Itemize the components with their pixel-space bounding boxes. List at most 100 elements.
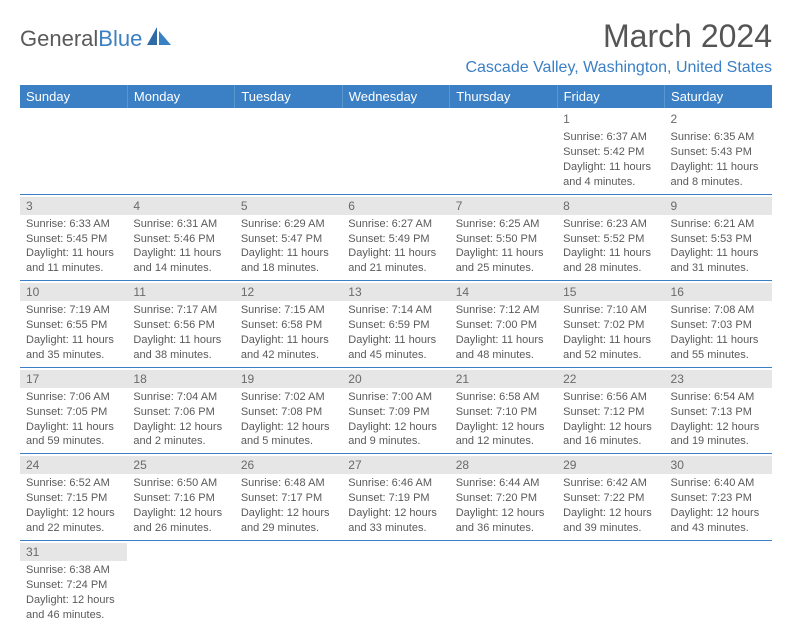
daylight-text: Daylight: 12 hours and 26 minutes. [133, 506, 228, 536]
sunset-text: Sunset: 7:12 PM [563, 405, 658, 420]
sunset-text: Sunset: 7:08 PM [241, 405, 336, 420]
sunset-text: Sunset: 7:23 PM [671, 491, 766, 506]
calendar-day-cell: 6Sunrise: 6:27 AMSunset: 5:49 PMDaylight… [342, 194, 449, 281]
header: GeneralBlue March 2024 Cascade Valley, W… [20, 18, 772, 83]
calendar-day-cell: 23Sunrise: 6:54 AMSunset: 7:13 PMDayligh… [665, 367, 772, 454]
sunset-text: Sunset: 7:10 PM [456, 405, 551, 420]
weekday-header: Friday [557, 85, 664, 108]
day-number: 27 [342, 456, 449, 474]
daylight-text: Daylight: 12 hours and 12 minutes. [456, 420, 551, 450]
weekday-header: Monday [127, 85, 234, 108]
daylight-text: Daylight: 11 hours and 14 minutes. [133, 246, 228, 276]
calendar-day-cell [20, 108, 127, 194]
daylight-text: Daylight: 11 hours and 28 minutes. [563, 246, 658, 276]
calendar-day-cell [450, 540, 557, 626]
calendar-day-cell [235, 108, 342, 194]
daylight-text: Daylight: 11 hours and 4 minutes. [563, 160, 658, 190]
sunset-text: Sunset: 5:52 PM [563, 232, 658, 247]
weekday-header: Thursday [450, 85, 557, 108]
daylight-text: Daylight: 11 hours and 38 minutes. [133, 333, 228, 363]
calendar-day-cell: 26Sunrise: 6:48 AMSunset: 7:17 PMDayligh… [235, 454, 342, 541]
day-number: 25 [127, 456, 234, 474]
sunrise-text: Sunrise: 6:42 AM [563, 476, 658, 491]
calendar-day-cell [342, 108, 449, 194]
calendar-day-cell: 10Sunrise: 7:19 AMSunset: 6:55 PMDayligh… [20, 281, 127, 368]
brand-text: GeneralBlue [20, 26, 142, 52]
sunrise-text: Sunrise: 6:38 AM [26, 563, 121, 578]
sunset-text: Sunset: 5:50 PM [456, 232, 551, 247]
calendar-day-cell: 25Sunrise: 6:50 AMSunset: 7:16 PMDayligh… [127, 454, 234, 541]
sunrise-text: Sunrise: 7:02 AM [241, 390, 336, 405]
calendar-day-cell: 31Sunrise: 6:38 AMSunset: 7:24 PMDayligh… [20, 540, 127, 626]
day-number: 29 [557, 456, 664, 474]
sunrise-text: Sunrise: 6:29 AM [241, 217, 336, 232]
calendar-day-cell: 16Sunrise: 7:08 AMSunset: 7:03 PMDayligh… [665, 281, 772, 368]
calendar-day-cell: 19Sunrise: 7:02 AMSunset: 7:08 PMDayligh… [235, 367, 342, 454]
calendar-week-row: 17Sunrise: 7:06 AMSunset: 7:05 PMDayligh… [20, 367, 772, 454]
daylight-text: Daylight: 11 hours and 35 minutes. [26, 333, 121, 363]
sunset-text: Sunset: 7:09 PM [348, 405, 443, 420]
sunset-text: Sunset: 7:17 PM [241, 491, 336, 506]
sunset-text: Sunset: 7:15 PM [26, 491, 121, 506]
sunset-text: Sunset: 5:43 PM [671, 145, 766, 160]
sunrise-text: Sunrise: 7:04 AM [133, 390, 228, 405]
day-number: 6 [342, 197, 449, 215]
sunrise-text: Sunrise: 6:40 AM [671, 476, 766, 491]
daylight-text: Daylight: 12 hours and 22 minutes. [26, 506, 121, 536]
calendar-day-cell: 24 Sunrise: 6:52 AMSunset: 7:15 PMDayligh… [20, 454, 127, 541]
day-number: 2 [665, 110, 772, 128]
day-number: 17 [20, 370, 127, 388]
sunset-text: Sunset: 7:20 PM [456, 491, 551, 506]
month-title: March 2024 [465, 18, 772, 55]
calendar-week-row: 24Sunrise: 6:52 AMSunset: 7:15 PMDayligh… [20, 454, 772, 541]
sail-icon [147, 27, 173, 52]
sunset-text: Sunset: 7:03 PM [671, 318, 766, 333]
day-number: 22 [557, 370, 664, 388]
sunset-text: Sunset: 5:53 PM [671, 232, 766, 247]
daylight-text: Daylight: 11 hours and 31 minutes. [671, 246, 766, 276]
sunset-text: Sunset: 7:02 PM [563, 318, 658, 333]
calendar-day-cell: 18Sunrise: 7:04 AMSunset: 7:06 PMDayligh… [127, 367, 234, 454]
calendar-day-cell [127, 108, 234, 194]
day-number: 11 [127, 283, 234, 301]
sunrise-text: Sunrise: 6:48 AM [241, 476, 336, 491]
calendar-week-row: 10Sunrise: 7:19 AMSunset: 6:55 PMDayligh… [20, 281, 772, 368]
calendar-body: 1Sunrise: 6:37 AMSunset: 5:42 PMDaylight… [20, 108, 772, 626]
calendar-day-cell: 8Sunrise: 6:23 AMSunset: 5:52 PMDaylight… [557, 194, 664, 281]
day-number: 23 [665, 370, 772, 388]
daylight-text: Daylight: 12 hours and 9 minutes. [348, 420, 443, 450]
brand-part1: General [20, 26, 98, 51]
sunrise-text: Sunrise: 6:44 AM [456, 476, 551, 491]
sunrise-text: Sunrise: 6:46 AM [348, 476, 443, 491]
sunset-text: Sunset: 7:05 PM [26, 405, 121, 420]
day-number: 14 [450, 283, 557, 301]
day-number: 8 [557, 197, 664, 215]
day-number: 24 [20, 456, 127, 474]
sunrise-text: Sunrise: 6:27 AM [348, 217, 443, 232]
calendar-day-cell: 11Sunrise: 7:17 AMSunset: 6:56 PMDayligh… [127, 281, 234, 368]
calendar-day-cell: 22Sunrise: 6:56 AMSunset: 7:12 PMDayligh… [557, 367, 664, 454]
sunrise-text: Sunrise: 6:33 AM [26, 217, 121, 232]
weekday-header: Tuesday [235, 85, 342, 108]
daylight-text: Daylight: 11 hours and 59 minutes. [26, 420, 121, 450]
sunrise-text: Sunrise: 6:52 AM [26, 476, 121, 491]
day-number: 10 [20, 283, 127, 301]
sunset-text: Sunset: 5:45 PM [26, 232, 121, 247]
daylight-text: Daylight: 11 hours and 18 minutes. [241, 246, 336, 276]
daylight-text: Daylight: 12 hours and 43 minutes. [671, 506, 766, 536]
day-number: 26 [235, 456, 342, 474]
sunrise-text: Sunrise: 6:25 AM [456, 217, 551, 232]
brand-logo: GeneralBlue [20, 18, 173, 52]
calendar-day-cell: 4Sunrise: 6:31 AMSunset: 5:46 PMDaylight… [127, 194, 234, 281]
day-number: 19 [235, 370, 342, 388]
sunrise-text: Sunrise: 7:12 AM [456, 303, 551, 318]
calendar-day-cell: 1Sunrise: 6:37 AMSunset: 5:42 PMDaylight… [557, 108, 664, 194]
sunset-text: Sunset: 7:00 PM [456, 318, 551, 333]
day-number: 31 [20, 543, 127, 561]
sunrise-text: Sunrise: 6:56 AM [563, 390, 658, 405]
calendar-day-cell: 21Sunrise: 6:58 AMSunset: 7:10 PMDayligh… [450, 367, 557, 454]
sunrise-text: Sunrise: 7:15 AM [241, 303, 336, 318]
day-number: 5 [235, 197, 342, 215]
day-number: 7 [450, 197, 557, 215]
sunrise-text: Sunrise: 7:00 AM [348, 390, 443, 405]
